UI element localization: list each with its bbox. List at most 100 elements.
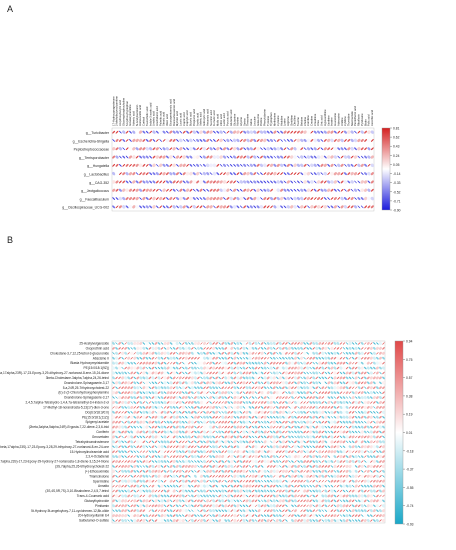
- correlation-cell: [133, 420, 137, 424]
- correlation-cell: [318, 504, 322, 508]
- correlation-cell: [280, 155, 284, 159]
- correlation-cell: [272, 410, 276, 414]
- correlation-cell: [375, 415, 379, 419]
- correlation-cell: [360, 130, 364, 134]
- correlation-cell: [290, 454, 295, 459]
- correlation-cell: [227, 405, 231, 409]
- correlation-cell: [227, 445, 231, 448]
- correlation-cell: [169, 405, 173, 409]
- correlation-cell: [139, 484, 143, 488]
- correlation-cell: [218, 470, 221, 473]
- correlation-cell: [239, 405, 243, 409]
- correlation-cell: [185, 406, 188, 409]
- correlation-cell: [197, 514, 200, 517]
- correlation-cell: [294, 435, 297, 439]
- correlation-cell: [202, 138, 206, 142]
- correlation-cell: [243, 163, 247, 167]
- correlation-cell: [227, 464, 231, 468]
- correlation-cell: [148, 361, 152, 365]
- correlation-cell: [127, 479, 131, 483]
- correlation-cell: [172, 341, 176, 346]
- correlation-cell: [236, 479, 240, 483]
- correlation-cell: [236, 440, 240, 444]
- correlation-cell: [136, 504, 140, 508]
- correlation-cell: [188, 475, 191, 478]
- correlation-cell: [269, 474, 273, 478]
- correlation-cell: [333, 460, 337, 463]
- correlation-cell: [351, 504, 355, 508]
- correlation-cell: [364, 504, 367, 508]
- correlation-cell: [278, 406, 282, 409]
- column-label: Stearic acid: [162, 111, 166, 126]
- correlation-cell: [124, 450, 127, 453]
- correlation-cell: [354, 371, 358, 375]
- correlation-cell: [124, 509, 128, 513]
- correlation-cell: [291, 494, 294, 498]
- correlation-cell: [136, 406, 140, 409]
- correlation-cell: [273, 180, 277, 184]
- correlation-cell: [212, 479, 216, 483]
- correlation-cell: [381, 514, 385, 518]
- correlation-cell: [158, 130, 163, 134]
- column-label: Riboflavin: [357, 114, 361, 126]
- correlation-cell: [186, 163, 189, 167]
- correlation-cell: [212, 519, 215, 522]
- correlation-cell: [312, 361, 315, 365]
- correlation-cell: [159, 188, 163, 192]
- correlation-cell: [369, 371, 373, 375]
- correlation-cell: [194, 347, 197, 350]
- correlation-cell: [282, 406, 285, 409]
- correlation-cell: [165, 147, 170, 151]
- correlation-cell: [280, 172, 283, 176]
- correlation-cell: [330, 469, 334, 473]
- correlation-cell: [229, 205, 233, 209]
- correlation-cell: [309, 420, 313, 424]
- correlation-cell: [300, 346, 303, 350]
- correlation-cell: [203, 470, 206, 473]
- correlation-cell: [184, 509, 188, 513]
- correlation-cell: [145, 435, 149, 439]
- correlation-cell: [300, 430, 303, 434]
- correlation-cell: [312, 371, 316, 375]
- correlation-cell: [162, 205, 166, 209]
- correlation-cell: [157, 435, 161, 439]
- correlation-cell: [282, 401, 285, 404]
- correlation-cell: [297, 410, 301, 414]
- correlation-cell: [321, 430, 325, 434]
- correlation-cell: [159, 180, 163, 184]
- correlation-cell: [236, 509, 240, 512]
- correlation-cell: [178, 509, 182, 513]
- correlation-cell: [233, 465, 237, 468]
- correlation-cell: [200, 514, 203, 517]
- correlation-cell: [125, 163, 129, 167]
- correlation-cell: [370, 460, 373, 463]
- correlation-cell: [112, 410, 115, 414]
- correlation-cell: [206, 172, 210, 176]
- correlation-cell: [309, 494, 312, 498]
- correlation-cell: [348, 357, 352, 360]
- correlation-cell: [187, 381, 191, 385]
- correlation-cell: [306, 430, 309, 434]
- correlation-cell: [282, 445, 285, 449]
- correlation-cell: [299, 489, 304, 493]
- correlation-cell: [282, 371, 285, 375]
- correlation-cell: [348, 361, 352, 365]
- correlation-cell: [127, 415, 130, 419]
- correlation-cell: [315, 391, 318, 394]
- correlation-cell: [364, 460, 367, 463]
- correlation-cell: [333, 386, 337, 390]
- correlation-cell: [366, 519, 370, 523]
- correlation-cell: [312, 396, 316, 399]
- correlation-cell: [192, 205, 196, 209]
- correlation-cell: [178, 445, 182, 449]
- correlation-cell: [382, 371, 385, 375]
- correlation-cell: [303, 518, 307, 523]
- correlation-cell: [191, 425, 194, 429]
- correlation-cell: [136, 484, 140, 488]
- correlation-cell: [288, 484, 291, 488]
- correlation-cell: [257, 356, 261, 360]
- correlation-cell: [179, 460, 182, 463]
- correlation-cell: [203, 494, 206, 498]
- correlation-cell: [157, 499, 161, 503]
- correlation-cell: [344, 164, 347, 167]
